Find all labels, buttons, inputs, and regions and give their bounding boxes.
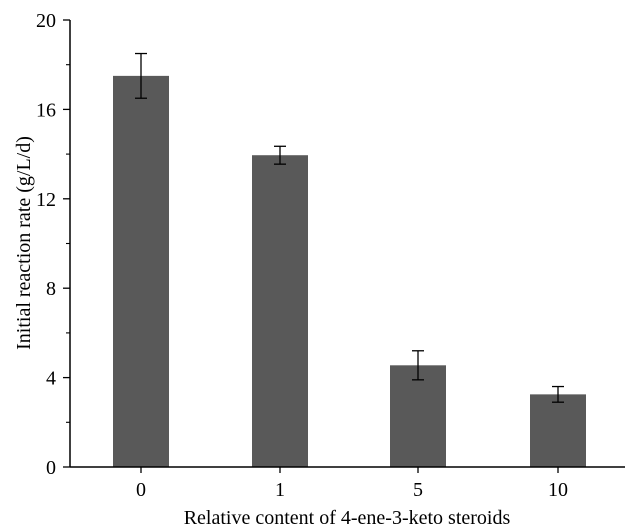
bar-1 [252,155,308,467]
y-ticks-group: 0 4 8 12 16 20 [36,10,70,479]
x-tick-label: 10 [548,479,568,501]
y-tick-label: 20 [36,10,56,32]
y-tick-label: 12 [36,189,56,211]
x-tick-label: 5 [413,479,423,501]
x-axis-title: Relative content of 4-ene-3-keto steroid… [184,507,511,529]
bar-10 [530,394,586,467]
bar-5 [390,365,446,467]
x-tick-label: 1 [275,479,285,501]
bars-group [113,75,586,467]
y-axis-title: Initial reaction rate (g/L/d) [13,136,35,350]
y-tick-label: 16 [36,99,56,121]
x-ticks-group: 0 1 5 10 [136,467,568,501]
y-tick-label: 0 [46,457,56,479]
bar-0 [113,75,169,467]
error-bars-group [135,52,564,403]
y-tick-label: 8 [46,278,56,300]
y-tick-label: 4 [46,368,56,390]
x-tick-label: 0 [136,479,146,501]
